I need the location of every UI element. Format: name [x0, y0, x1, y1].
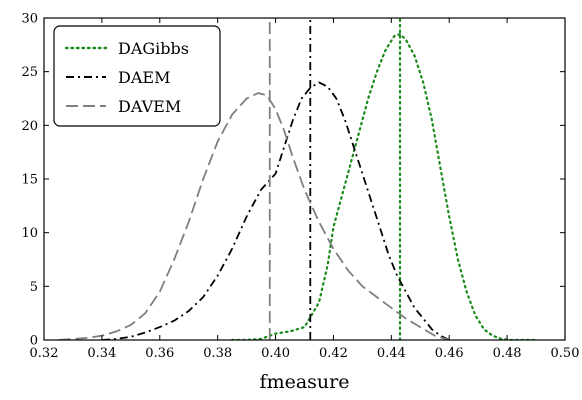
legend: DAGibbs DAEM DAVEM [53, 25, 221, 127]
ticks-layer: 0.32 0.34 0.36 0.38 0.40 0.42 0.44 0.46 0.48 0.50… [21, 12, 579, 362]
x-tick-label: 0.34 [87, 346, 116, 361]
x-tick-label: 0.36 [145, 346, 174, 361]
y-tick-label: 30 [21, 12, 38, 27]
x-tick-label: 0.32 [30, 346, 59, 361]
y-tick-label: 5 [30, 280, 38, 295]
y-tick-label: 20 [21, 119, 38, 134]
x-tick-label: 0.38 [203, 346, 232, 361]
x-tick-label: 0.46 [435, 346, 464, 361]
y-tick-label: 25 [21, 65, 38, 80]
legend-label-dagibbs: DAGibbs [118, 39, 189, 58]
x-axis-label: fmeasure [260, 371, 350, 393]
y-tick-label: 10 [21, 226, 38, 241]
x-tick-label: 0.42 [319, 346, 348, 361]
y-tick-label: 0 [30, 334, 38, 349]
series-layer [58, 18, 538, 340]
legend-label-daem: DAEM [118, 68, 170, 87]
y-tick-label: 15 [21, 173, 38, 188]
x-tick-label: 0.40 [261, 346, 290, 361]
legend-box [53, 25, 221, 127]
x-tick-label: 0.48 [493, 346, 522, 361]
x-tick-label: 0.44 [377, 346, 406, 361]
series-line-dagibbs [231, 32, 538, 340]
legend-label-davem: DAVEM [118, 97, 181, 116]
series-line-davem [58, 92, 450, 340]
x-tick-label: 0.50 [551, 346, 580, 361]
